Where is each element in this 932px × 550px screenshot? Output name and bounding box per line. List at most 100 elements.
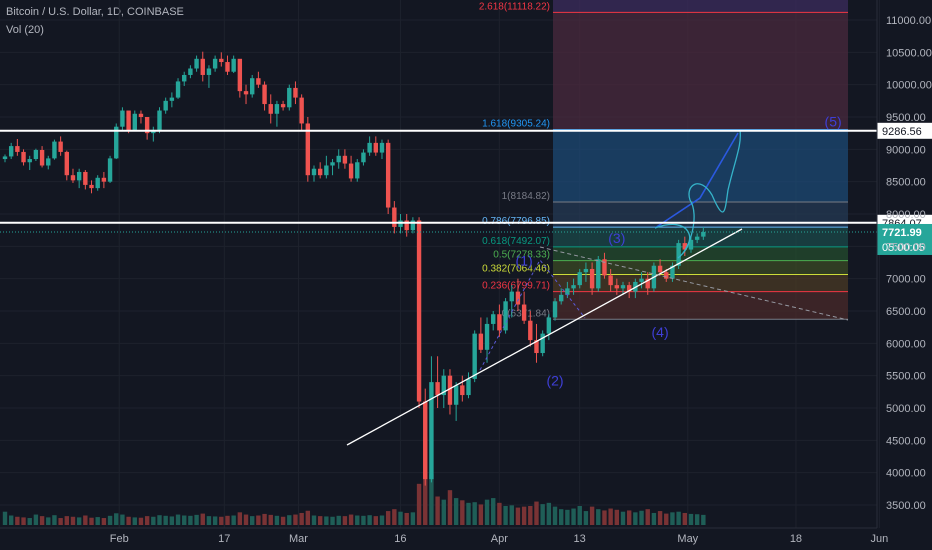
candle-body [484,323,490,350]
fib-level-label: 2.618(11118.22) [479,1,550,12]
fib-zone [553,246,848,261]
candle-body [76,171,82,181]
volume-bar [559,509,564,525]
volume-bar [552,506,558,525]
fib-level-label: 1.618(9305.24) [482,119,550,130]
candle-body [614,285,620,289]
x-tick-label: Apr [491,533,508,545]
candle-body [256,78,261,85]
volume-bar [311,515,317,525]
y-tick-label: 11000.00 [886,15,931,27]
candle-body [95,177,100,189]
volume-bar [324,516,329,525]
candle-body [107,158,113,182]
x-tick-label: Jun [871,533,889,545]
volume-bar [379,515,385,525]
volume-bar [484,499,490,525]
horizontal-level-badge [877,122,932,139]
volume-bar [27,518,32,525]
candle-body [274,104,280,114]
candle-body [342,155,348,164]
wave-labels: (1) (2) (3) (4) (5) [516,114,842,389]
volume-bar [336,515,341,525]
wave-label: (1) [516,253,533,269]
volume-bar [435,496,440,525]
volume-bar [466,502,471,525]
x-tick-label: 16 [394,533,406,545]
candle-body [565,288,570,295]
candle-body [225,62,230,72]
fib-level-label: 0.382(7064.46) [482,263,550,274]
y-tick-label: 7000.00 [886,274,926,286]
volume-bar [157,515,162,525]
y-tick-label: 4000.00 [886,468,926,480]
volume-bar [398,511,403,525]
volume-bar [256,515,261,525]
candle-body [305,123,311,176]
volume-bar [373,516,378,525]
volume-bar [620,511,626,525]
volume-bar [577,506,582,525]
volume-bar [212,516,218,525]
y-tick-label: 10000.00 [886,80,932,92]
y-tick-label: 8500.00 [886,177,926,189]
volume-bar [694,514,700,525]
volume-bar [46,517,51,525]
candle-body [355,162,360,179]
volume-bar [188,515,193,525]
candle-body [262,84,267,105]
volume-bar [200,513,205,525]
candle-body [144,117,150,134]
current-price-badge [877,223,932,255]
volume-bar [76,517,82,525]
fib-zone [553,129,848,203]
volume-bar [503,506,508,525]
candle-body [101,177,107,182]
fib-zone-top [553,0,848,13]
volume-bar [268,514,273,525]
volume-bar [540,504,545,525]
candle-body [52,141,57,159]
y-tick-label: 3500.00 [886,500,926,512]
fib-zone [553,291,848,320]
candle-body [200,58,205,75]
volume-bar [385,511,391,525]
volume-bar [429,474,434,525]
candle-body [682,243,687,250]
fib-zone [553,274,848,292]
volume-bar [33,514,39,525]
volume-bar [64,516,69,525]
volume-bar [626,510,632,525]
volume-bar [280,516,286,525]
candle-body [472,333,477,379]
candle-body [447,375,453,405]
candle-body [231,58,236,72]
y-tick-label: 5500.00 [886,371,926,383]
volume-bar [151,516,156,525]
candle-body [688,239,694,250]
volume-bar [645,509,650,525]
candle-body [206,68,212,75]
countdown-label: 05:00:05 [882,242,925,254]
fib-level-label: 0.618(7492.07) [482,236,550,247]
candle-body [157,110,162,130]
chart-title: Bitcoin / U.S. Dollar, 1D, COINBASE [6,6,184,18]
volume-bar [182,515,187,525]
candle-body [194,58,199,69]
volume-bar [39,516,45,525]
volume-bar [602,510,607,525]
candle-body [491,314,496,324]
candle-body [521,304,527,321]
candle-body [435,382,440,396]
current-price-label: 7721.99 [882,227,922,239]
volume-bar [509,505,514,525]
candle-body [299,97,304,124]
volume-bar [317,516,323,525]
candle-body [608,275,613,286]
candle-body [466,378,471,396]
volume-bar [101,518,107,525]
y-tick-label: 7500.00 [886,241,926,253]
candle-body [280,104,286,108]
